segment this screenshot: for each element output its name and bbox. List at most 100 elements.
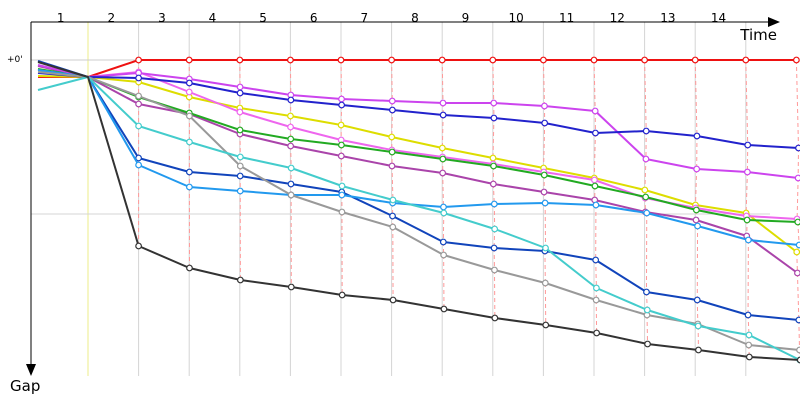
data-point: [491, 225, 499, 233]
data-point: [489, 56, 497, 64]
data-point: [592, 296, 600, 304]
guide-segment: [797, 221, 800, 246]
data-point: [236, 56, 244, 64]
data-point: [793, 56, 800, 64]
data-point: [338, 141, 345, 149]
guide-segment: [595, 259, 597, 289]
data-point: [692, 206, 700, 214]
x-tick-label: 12: [610, 11, 625, 25]
x-tick-label: 7: [360, 11, 368, 25]
data-point: [186, 112, 193, 120]
data-point: [439, 111, 447, 119]
data-point: [388, 162, 396, 170]
series-line: [37, 61, 800, 361]
data-point: [236, 187, 244, 195]
guide-segment: [593, 59, 596, 112]
guide-segment: [696, 299, 699, 325]
data-point: [691, 56, 699, 64]
data-point: [489, 180, 497, 188]
series-line: [37, 65, 799, 274]
data-point: [287, 96, 295, 104]
series-line: [37, 60, 799, 321]
data-point: [541, 102, 548, 110]
data-point: [744, 168, 751, 176]
data-point: [440, 209, 448, 217]
data-point: [591, 176, 598, 184]
data-point: [795, 241, 800, 249]
data-point: [489, 154, 497, 162]
data-point: [389, 296, 397, 304]
data-point: [644, 340, 651, 348]
guide-segment: [441, 59, 444, 104]
data-point: [796, 356, 800, 364]
data-point: [642, 155, 650, 163]
series-line: [37, 76, 800, 361]
data-point: [592, 129, 599, 137]
data-point: [135, 161, 143, 169]
data-point: [135, 154, 143, 162]
data-point: [438, 56, 446, 64]
data-point: [287, 164, 295, 172]
data-point: [745, 331, 753, 339]
data-point: [337, 152, 345, 160]
data-point: [744, 141, 752, 149]
x-tick-label: 2: [107, 11, 115, 25]
data-point: [540, 188, 548, 196]
data-point: [795, 316, 800, 324]
x-tick-label: 6: [310, 11, 318, 25]
series-line: [37, 69, 798, 220]
data-point: [642, 193, 650, 201]
guide-segment: [391, 109, 393, 138]
data-point: [135, 242, 143, 250]
data-point: [236, 276, 244, 284]
series-0: [38, 56, 800, 78]
data-point: [591, 107, 599, 115]
data-point: [135, 74, 143, 82]
data-point: [795, 144, 800, 152]
data-point: [490, 114, 498, 122]
data-point: [135, 56, 143, 64]
series-line: [37, 69, 800, 246]
data-point: [337, 121, 345, 129]
x-tick-label: 9: [462, 11, 470, 25]
guide-segment: [542, 59, 545, 107]
data-point: [742, 56, 750, 64]
data-point: [692, 216, 700, 224]
x-tick-label: 10: [508, 11, 523, 25]
data-point: [185, 56, 193, 64]
data-point: [388, 97, 396, 105]
data-point: [641, 56, 648, 64]
data-point: [693, 165, 701, 173]
x-tick-label: 11: [559, 11, 574, 25]
guide-segment: [543, 122, 546, 169]
guide-segment: [798, 319, 800, 351]
series-line: [37, 75, 798, 253]
data-point: [287, 112, 294, 120]
guide-segment: [796, 251, 798, 274]
data-point: [439, 99, 447, 107]
data-point: [389, 212, 396, 220]
data-point: [541, 119, 549, 127]
data-point: [287, 142, 295, 150]
data-point: [185, 168, 193, 176]
data-point: [743, 216, 751, 224]
data-point: [236, 162, 244, 170]
series-10: [37, 76, 800, 364]
series-5: [37, 64, 800, 182]
data-point: [643, 306, 651, 314]
guide-segment: [694, 59, 698, 137]
x-tick-label: 8: [411, 11, 419, 25]
series-3: [37, 65, 800, 277]
x-tick-label: 1: [57, 11, 65, 25]
x-tick-label: 14: [711, 11, 726, 25]
data-point: [186, 264, 193, 272]
data-point: [438, 144, 446, 152]
series-2: [37, 68, 800, 223]
x-tick-label: 4: [209, 11, 217, 25]
guide-segment: [745, 59, 749, 146]
data-point: [643, 209, 651, 217]
data-point: [338, 191, 346, 199]
data-point: [641, 186, 649, 194]
data-point: [794, 269, 800, 277]
guide-segment: [290, 145, 292, 169]
